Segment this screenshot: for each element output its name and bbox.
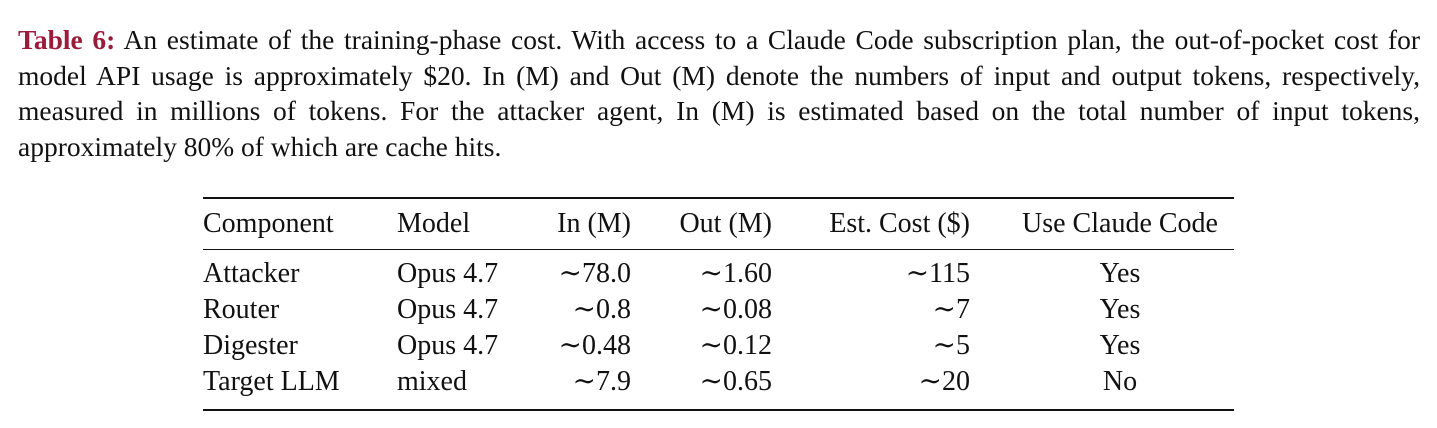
table-row: Target LLM mixed ∼7.9 ∼0.65 ∼20 No	[203, 364, 1234, 410]
table-row: Router Opus 4.7 ∼0.8 ∼0.08 ∼7 Yes	[203, 292, 1234, 328]
table-cell: Yes	[1099, 293, 1141, 325]
table-cell: Yes	[1099, 257, 1141, 289]
table-cell: Target LLM	[203, 365, 340, 397]
header-row: Component Model In (M) Out (M) Est. Cost ($)…	[203, 198, 1234, 249]
caption-text: An estimate of the training-phase cost. …	[18, 24, 1420, 162]
table-cell: No	[1102, 365, 1138, 397]
table-cell: Opus 4.7	[397, 329, 499, 361]
table-cell: Opus 4.7	[397, 257, 499, 289]
table-cell: ∼7	[932, 293, 970, 325]
table-cell: Yes	[1099, 329, 1141, 361]
table-cell: ∼0.65	[699, 365, 772, 397]
header-cell: Use Claude Code	[1022, 207, 1218, 239]
table-row: Digester Opus 4.7 ∼0.48 ∼0.12 ∼5 Yes	[203, 328, 1234, 364]
table-cell: ∼0.48	[558, 329, 631, 361]
header-cell: Component	[203, 207, 334, 239]
header-cell: Model	[397, 207, 471, 239]
table-caption: Table 6: An estimate of the training-pha…	[18, 22, 1420, 164]
cost-table: Component Model In (M) Out (M) Est. Cost ($)…	[203, 197, 1234, 411]
table-body: Attacker Opus 4.7 ∼78.0 ∼1.60 ∼115 Yes Router O…	[203, 249, 1234, 410]
table-cell: ∼0.12	[699, 329, 772, 361]
table-cell: Digester	[203, 329, 298, 361]
table-cell: Router	[203, 293, 280, 325]
table-cell: ∼1.60	[699, 257, 772, 289]
header-cell: Est. Cost ($)	[829, 207, 970, 239]
table-header: Component Model In (M) Out (M) Est. Cost ($)…	[203, 198, 1234, 249]
table-cell: ∼7.9	[572, 365, 631, 397]
table-row: Attacker Opus 4.7 ∼78.0 ∼1.60 ∼115 Yes	[203, 249, 1234, 292]
table-cell: ∼115	[905, 257, 970, 289]
caption-label: Table 6:	[18, 24, 116, 55]
header-cell: Out (M)	[679, 207, 772, 239]
table-cell: mixed	[397, 365, 467, 397]
header-cell: In (M)	[557, 207, 631, 239]
table-cell: ∼20	[918, 365, 970, 397]
table-cell: ∼5	[932, 329, 970, 361]
table-cell: Opus 4.7	[397, 293, 499, 325]
table-cell: ∼0.08	[699, 293, 772, 325]
table-cell: ∼78.0	[558, 257, 631, 289]
table-cell: Attacker	[203, 257, 300, 289]
table-cell: ∼0.8	[572, 293, 631, 325]
